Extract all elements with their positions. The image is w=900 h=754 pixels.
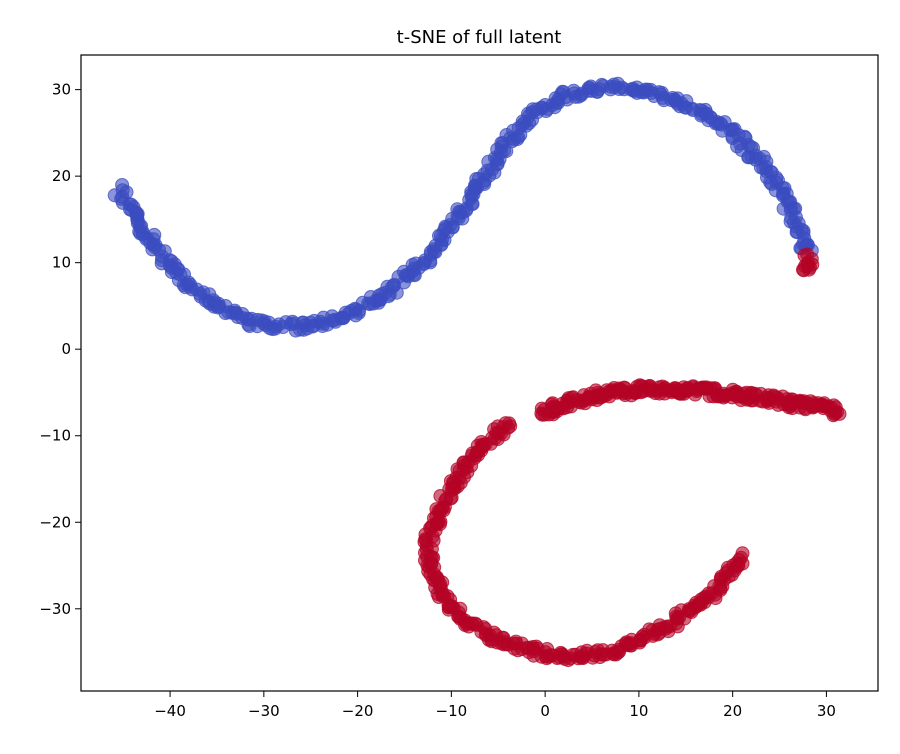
x-axis: −40 −30 −20 −10 0 10 20 30: [154, 691, 836, 720]
scatter-point: [796, 263, 811, 278]
x-tick-label: 10: [629, 702, 648, 720]
x-tick-label: −30: [248, 702, 280, 720]
x-tick-label: 30: [817, 702, 836, 720]
x-tick-label: −40: [154, 702, 186, 720]
y-tick-label: −10: [39, 427, 71, 445]
y-tick-label: 10: [52, 254, 71, 272]
points-layer: [107, 76, 847, 668]
y-tick-label: 20: [52, 167, 71, 185]
y-tick-label: 0: [61, 340, 71, 358]
plot-frame: [80, 54, 879, 692]
x-tick-label: −10: [436, 702, 468, 720]
x-tick-label: 20: [723, 702, 742, 720]
x-tick-label: 0: [540, 702, 550, 720]
scatter-point: [735, 546, 750, 561]
y-tick-label: −20: [39, 513, 71, 531]
chart-title: t-SNE of full latent: [397, 27, 562, 48]
y-axis: −30 −20 −10 0 10 20 30: [39, 81, 81, 618]
y-tick-label: 30: [52, 81, 71, 99]
scatter-point: [830, 405, 844, 420]
x-tick-label: −20: [342, 702, 374, 720]
scatter-point: [789, 225, 804, 240]
y-tick-label: −30: [39, 600, 71, 618]
scatter-point: [612, 82, 627, 96]
